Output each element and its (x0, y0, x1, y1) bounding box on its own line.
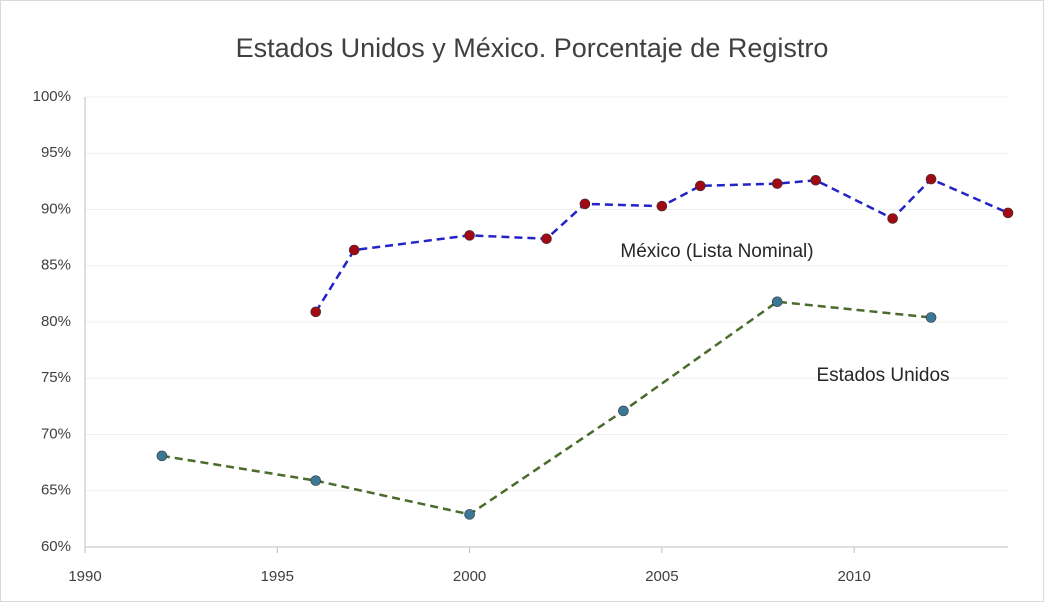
point (925, 173, 937, 185)
y-tick-label: 95% (41, 144, 71, 161)
y-tick-label: 100% (33, 88, 71, 105)
point (925, 312, 937, 323)
point (156, 450, 168, 462)
y-tick-label: 85% (41, 257, 71, 274)
point (887, 213, 898, 224)
x-tick-label: 2010 (837, 568, 870, 585)
point (310, 475, 322, 486)
y-tick-label: 70% (41, 425, 71, 442)
y-tick-label: 75% (41, 369, 71, 386)
point (656, 200, 668, 212)
x-tick-label: 2000 (453, 568, 486, 585)
chart-title: Estados Unidos y México. Porcentaje de R… (236, 33, 829, 63)
series-label: Estados Unidos (816, 365, 949, 386)
point (464, 230, 475, 241)
point (771, 178, 783, 189)
point (1002, 207, 1014, 219)
point (810, 174, 822, 186)
series-line (314, 177, 1009, 313)
point (771, 296, 783, 308)
y-tick-label: 65% (41, 482, 71, 499)
x-tick-label: 2005 (645, 568, 678, 585)
y-tick-label: 60% (41, 538, 71, 555)
point (695, 180, 706, 192)
point (618, 405, 629, 417)
series-line (161, 300, 932, 516)
point (310, 306, 322, 318)
y-tick-label: 80% (41, 313, 71, 330)
point (464, 509, 475, 520)
point (348, 244, 360, 256)
point (541, 233, 552, 245)
x-tick-label: 1995 (261, 568, 294, 585)
x-tick-label: 1990 (68, 568, 101, 585)
point (579, 198, 591, 210)
y-tick-label: 90% (41, 200, 71, 217)
series-label: México (Lista Nominal) (620, 241, 813, 262)
